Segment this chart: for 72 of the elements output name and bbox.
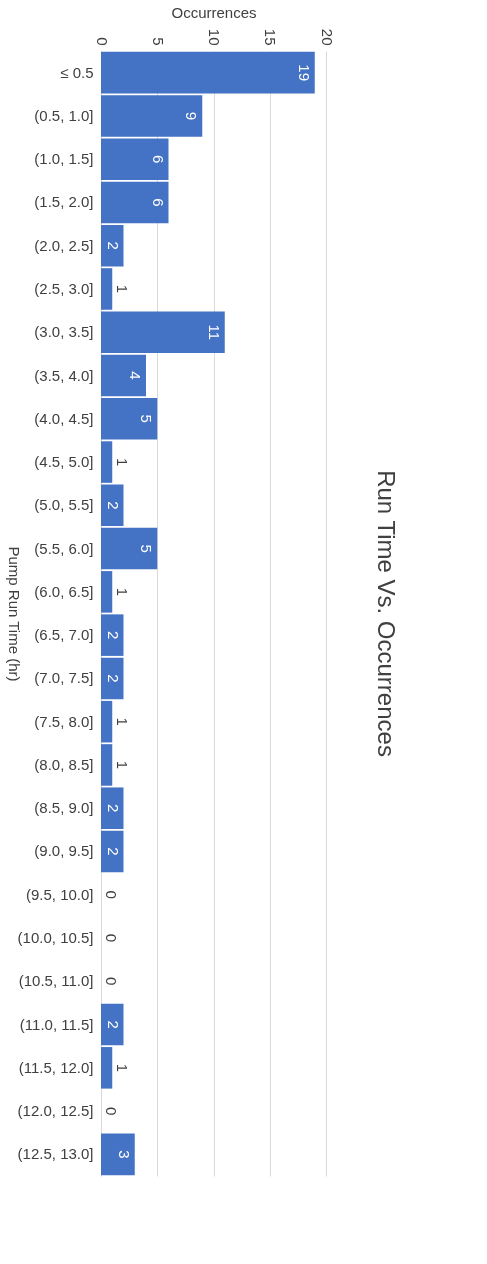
y-tick-label: (4.5, 5.0] [34, 453, 94, 471]
x-axis-title: Occurrences [171, 3, 257, 21]
y-tick-label: (5.0, 5.5] [34, 496, 94, 514]
data-label: 2 [104, 630, 122, 640]
data-label: 6 [149, 155, 167, 164]
bar [101, 181, 169, 224]
data-label: 1 [114, 1063, 132, 1072]
y-tick-label: ≤ 0.5 [60, 63, 94, 81]
bar [101, 51, 315, 94]
y-tick-label: (8.0, 8.5] [34, 755, 94, 773]
x-tick-label: 5 [149, 37, 167, 46]
data-label: 11 [205, 324, 223, 341]
x-tick-label: 15 [262, 28, 280, 46]
bar [101, 1133, 135, 1176]
y-tick-label: (1.0, 1.5] [34, 150, 94, 168]
data-label: 19 [295, 64, 313, 81]
data-label: 1 [114, 284, 132, 294]
data-label: 1 [114, 587, 132, 597]
bar [101, 1003, 124, 1046]
y-tick-label: (7.5, 8.0] [34, 712, 94, 730]
bar [101, 527, 158, 570]
y-tick-label: (6.5, 7.0] [34, 626, 94, 644]
data-label: 0 [103, 1106, 120, 1116]
data-label: 4 [127, 371, 144, 380]
y-tick-label: (9.0, 9.5] [34, 842, 94, 860]
y-tick-label: (12.5, 13.0] [17, 1145, 94, 1163]
data-label: 1 [114, 457, 132, 467]
data-label: 5 [138, 544, 156, 553]
y-tick-label: (5.5, 6.0] [34, 539, 94, 557]
y-tick-label: (3.5, 4.0] [34, 366, 94, 384]
data-label: 2 [104, 1020, 122, 1029]
y-tick-label: (4.0, 4.5] [34, 409, 94, 427]
bar [101, 830, 124, 873]
y-tick-label: (2.0, 2.5] [34, 236, 94, 254]
y-tick-label: (0.5, 1.0] [34, 106, 94, 124]
data-label: 9 [183, 111, 201, 121]
data-label: 2 [104, 674, 122, 683]
y-tick-label: (8.5, 9.0] [34, 799, 94, 817]
y-tick-label: (7.0, 7.5] [34, 669, 94, 687]
bar [101, 700, 113, 743]
y-tick-label: (10.0, 10.5] [17, 929, 94, 947]
data-label: 5 [138, 414, 156, 423]
y-tick-label: (11.5, 12.0] [18, 1058, 94, 1076]
y-tick-label: (12.0, 12.5] [17, 1102, 94, 1120]
data-label: 2 [104, 804, 122, 813]
y-tick-label: (1.5, 2.0] [34, 193, 94, 211]
data-label: 2 [104, 241, 122, 250]
y-tick-label: (2.5, 3.0] [34, 279, 94, 297]
data-label: 0 [103, 933, 120, 943]
data-label: 3 [115, 1150, 133, 1159]
y-tick-label: (3.0, 3.5] [34, 323, 94, 341]
bar [101, 657, 124, 700]
y-tick-label: (6.0, 6.5] [34, 582, 94, 600]
y-tick-label: (11.0, 11.5] [19, 1015, 94, 1033]
x-tick-label: 0 [93, 37, 111, 46]
data-label: 1 [114, 717, 132, 726]
data-label: 1 [114, 760, 132, 770]
text: Run Time Vs. Occurrences [373, 470, 400, 757]
bar [101, 1047, 113, 1089]
data-label: 2 [104, 501, 122, 510]
data-label: 0 [103, 977, 120, 986]
data-label: 0 [103, 890, 120, 899]
y-axis-title: Pump Run Time (hr) [5, 546, 23, 682]
data-label: 6 [149, 198, 167, 207]
y-tick-label: (9.5, 10.0] [25, 885, 94, 903]
y-tick-label: (10.5, 11.0] [18, 972, 94, 990]
bar [101, 354, 146, 397]
bar [101, 484, 124, 527]
x-tick-label: 20 [318, 28, 336, 46]
x-tick-label: 10 [206, 28, 223, 46]
data-label: 2 [104, 847, 122, 856]
bar [101, 224, 124, 267]
